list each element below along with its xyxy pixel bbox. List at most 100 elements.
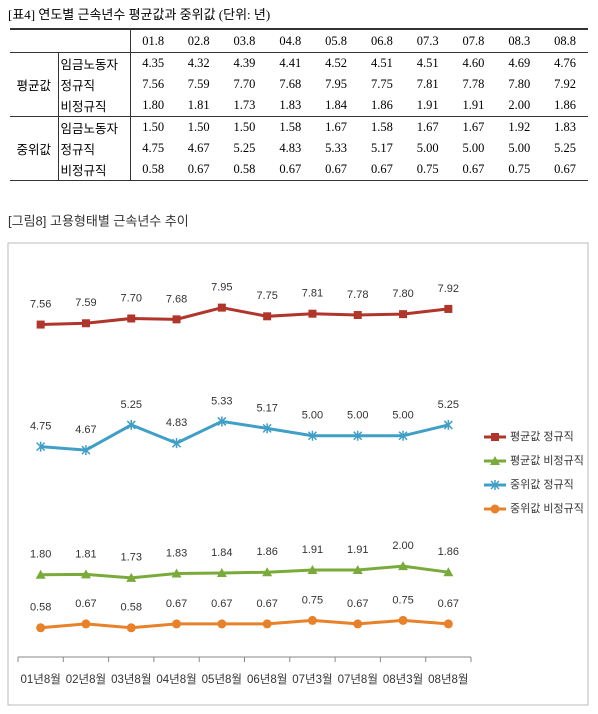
data-label: 1.80 xyxy=(30,549,51,561)
cell: 5.00 xyxy=(416,141,439,155)
legend-label: 평균값 정규직 xyxy=(510,430,574,443)
cell: 1.83 xyxy=(554,120,577,134)
marker xyxy=(36,441,46,452)
cell: 1.50 xyxy=(233,120,256,134)
data-label: 0.75 xyxy=(302,594,323,606)
cell: 1.67 xyxy=(416,120,439,134)
data-label: 5.33 xyxy=(211,395,232,407)
cell: 0.58 xyxy=(130,159,176,181)
cell: 1.81 xyxy=(175,95,222,117)
data-label: 7.56 xyxy=(30,298,51,310)
marker xyxy=(262,567,273,577)
cell: 0.67 xyxy=(542,159,588,181)
cell: 1.86 xyxy=(542,95,588,117)
data-label: 7.78 xyxy=(347,289,368,301)
marker xyxy=(399,310,408,319)
chart-title: [그림8] 고용형태별 근속년수 추이 xyxy=(8,213,189,228)
marker xyxy=(398,561,409,571)
cell: 0.67 xyxy=(450,159,497,181)
data-label: 1.84 xyxy=(211,547,232,559)
cell: 1.50 xyxy=(142,120,165,134)
x-tick-label: 07년8월 xyxy=(338,673,378,686)
marker xyxy=(353,430,363,441)
chart-frame xyxy=(7,242,589,706)
data-label: 0.67 xyxy=(75,598,96,610)
table-title: [표4] 연도별 근속년수 평균값과 중위값 (단위: 년) xyxy=(8,7,271,22)
x-tick-label: 01년8월 xyxy=(20,673,60,686)
data-label: 4.83 xyxy=(166,417,187,429)
cell: 7.78 xyxy=(462,77,485,91)
marker xyxy=(443,567,454,577)
cell: 0.75 xyxy=(496,159,543,181)
marker xyxy=(217,619,227,629)
cell: 4.51 xyxy=(416,56,439,70)
cell: 1.80 xyxy=(130,95,176,117)
column-header: 05.8 xyxy=(313,29,359,53)
group-label: 평균값 xyxy=(10,52,59,117)
cell: 5.00 xyxy=(508,141,531,155)
cell: 0.75 xyxy=(404,159,451,181)
data-label: 2.00 xyxy=(392,540,413,552)
cell: 7.70 xyxy=(233,77,256,91)
data-label: 1.83 xyxy=(166,547,187,559)
marker xyxy=(308,309,317,318)
cell: 4.60 xyxy=(462,56,485,70)
legend-label: 중위값 비정규직 xyxy=(510,502,584,515)
marker xyxy=(127,314,136,323)
cell: 1.86 xyxy=(358,95,405,117)
marker xyxy=(490,504,500,514)
cell: 5.00 xyxy=(462,141,485,155)
data-label: 0.67 xyxy=(256,598,277,610)
marker xyxy=(216,568,227,578)
data-label: 7.81 xyxy=(302,288,323,300)
data-label: 7.80 xyxy=(392,288,413,300)
column-header: 07.3 xyxy=(404,29,451,53)
marker xyxy=(398,430,408,441)
column-header: 04.8 xyxy=(267,29,314,53)
legend-label: 평균값 비정규직 xyxy=(510,454,584,467)
cell: 4.39 xyxy=(233,56,256,70)
marker xyxy=(490,456,500,465)
x-tick-label: 02년8월 xyxy=(66,673,106,686)
marker xyxy=(307,615,317,625)
x-tick-label: 07년3월 xyxy=(292,673,332,686)
data-label: 1.81 xyxy=(75,548,96,560)
cell: 5.17 xyxy=(370,141,393,155)
marker xyxy=(171,568,182,578)
cell: 5.25 xyxy=(233,141,256,155)
cell: 1.67 xyxy=(325,120,348,134)
cell: 4.52 xyxy=(325,56,348,70)
group-label: 중위값 xyxy=(10,116,59,181)
marker xyxy=(81,445,91,456)
data-label: 5.00 xyxy=(302,410,323,422)
marker xyxy=(80,569,91,579)
data-label: 7.68 xyxy=(166,293,187,305)
data-label: 5.00 xyxy=(347,410,368,422)
header-row: 01.8 02.8 03.8 04.8 05.8 06.8 07.3 07.8 08.3 08.8 xyxy=(10,29,588,53)
table-row: 비정규직 1.80 1.81 1.73 1.83 1.84 1.86 1.91 1.91 2.00… xyxy=(10,95,588,117)
data-table: 01.8 02.8 03.8 04.8 05.8 06.8 07.3 07.8 08.3 08.8… xyxy=(10,28,588,181)
series-line xyxy=(40,564,449,580)
x-tick-label: 08년3월 xyxy=(383,673,423,686)
marker xyxy=(444,304,453,313)
marker xyxy=(263,312,272,321)
cell: 4.67 xyxy=(187,141,210,155)
marker xyxy=(172,438,182,449)
series-line xyxy=(40,419,449,452)
marker xyxy=(172,315,181,324)
table-row: 비정규직 0.58 0.67 0.58 0.67 0.67 0.67 0.75 0.67 0.75… xyxy=(10,159,588,181)
marker xyxy=(36,623,46,633)
cell: 1.50 xyxy=(187,120,210,134)
cell: 4.83 xyxy=(279,141,302,155)
cell: 1.91 xyxy=(450,95,497,117)
marker xyxy=(352,565,363,575)
marker xyxy=(353,619,363,629)
column-header: 08.3 xyxy=(496,29,543,53)
cell: 7.56 xyxy=(142,77,165,91)
cell: 4.35 xyxy=(142,56,165,70)
cell: 0.67 xyxy=(267,159,314,181)
data-label: 5.25 xyxy=(121,399,142,411)
marker xyxy=(398,615,408,625)
column-header: 07.8 xyxy=(450,29,497,53)
